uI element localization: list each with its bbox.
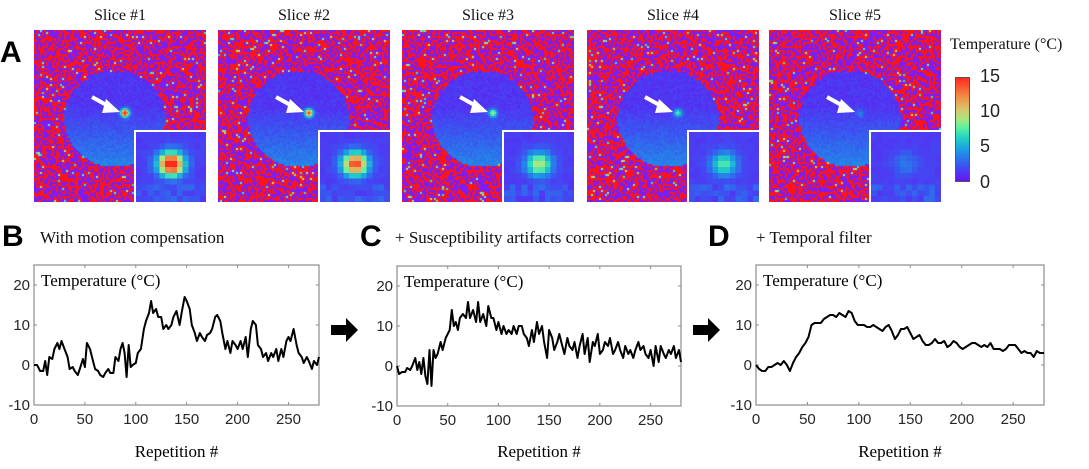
- x-tick-label: 0: [393, 412, 401, 429]
- white-pointer-arrow-icon: [91, 95, 120, 113]
- y-tick-label: 0: [385, 358, 393, 375]
- temperature-map-slice: [218, 30, 390, 202]
- panel-c-subtitle: + Susceptibility artifacts correction: [395, 228, 635, 247]
- colorbar-tick-0: 0: [980, 172, 991, 192]
- x-axis-label-d: Repetition #: [858, 442, 942, 461]
- white-pointer-arrow-icon: [644, 95, 673, 113]
- x-axis-label-b: Repetition #: [135, 442, 219, 461]
- panel-letter-b: B: [2, 220, 24, 253]
- x-tick-label: 0: [752, 411, 760, 428]
- hotspot-zoom-inset: [134, 130, 206, 202]
- colorbar-tick-10: 10: [980, 101, 1001, 121]
- x-tick-label: 150: [537, 412, 562, 429]
- temperature-series-line-c: [396, 301, 682, 387]
- hotspot-zoom-inset: [502, 130, 574, 202]
- panel-b-subtitle: With motion compensation: [40, 228, 225, 247]
- temperature-map-slice: [769, 30, 941, 202]
- y-tick-label: 10: [13, 317, 30, 334]
- x-tick-label: 200: [949, 411, 974, 428]
- y-tick-label: 20: [13, 277, 30, 294]
- y-tick-label: -10: [730, 397, 752, 414]
- x-tick-label: 250: [638, 412, 663, 429]
- x-tick-label: 0: [30, 411, 38, 428]
- y-tick-label: -10: [8, 397, 30, 414]
- panel-letter-c: C: [360, 220, 382, 253]
- slice-title: Slice #5: [829, 7, 881, 24]
- x-tick-label: 100: [486, 412, 511, 429]
- y-tick-label: 20: [735, 277, 752, 294]
- panel-letter-a: A: [0, 36, 22, 69]
- colorbar-tick-15: 15: [980, 66, 1001, 86]
- white-pointer-arrow-icon: [275, 95, 304, 113]
- hotspot-zoom-inset: [869, 130, 941, 202]
- hotspot-zoom-inset: [687, 130, 759, 202]
- colorbar: [955, 77, 970, 182]
- slice-title: Slice #1: [94, 7, 146, 24]
- white-pointer-arrow-icon: [826, 95, 855, 113]
- temperature-map-slice: [402, 30, 574, 202]
- slice-title: Slice #4: [647, 7, 699, 24]
- x-axis-label-c: Repetition #: [497, 442, 581, 461]
- temperature-map-slice: [587, 30, 759, 202]
- x-tick-label: 150: [898, 411, 923, 428]
- x-tick-label: 50: [799, 411, 816, 428]
- panel-d-subtitle: + Temporal filter: [756, 228, 872, 247]
- x-tick-label: 50: [439, 412, 456, 429]
- y-tick-label: -10: [371, 398, 393, 415]
- y-tick-label: 10: [735, 317, 752, 334]
- y-tick-label: 20: [376, 278, 393, 295]
- y-tick-label: 0: [22, 357, 30, 374]
- plot-frame-c: [396, 265, 682, 407]
- temperature-series-line-d: [755, 310, 1044, 372]
- x-tick-label: 200: [225, 411, 250, 428]
- panel-letter-d: D: [708, 220, 730, 253]
- temperature-series-line-b: [34, 296, 320, 378]
- x-tick-label: 100: [123, 411, 148, 428]
- y-tick-label: 0: [744, 357, 752, 374]
- temperature-map-slice: [34, 30, 206, 202]
- arrow-right-icon: [331, 318, 358, 342]
- slice-title: Slice #2: [278, 7, 330, 24]
- plot-frame-d: [755, 264, 1045, 406]
- y-tick-label: 10: [376, 318, 393, 335]
- y-axis-label-c: Temperature (°C): [404, 272, 523, 291]
- hotspot-zoom-inset: [318, 130, 390, 202]
- white-pointer-arrow-icon: [459, 95, 488, 113]
- x-tick-label: 50: [77, 411, 94, 428]
- x-tick-label: 250: [1001, 411, 1026, 428]
- colorbar-title: Temperature (°C): [950, 36, 1063, 53]
- slice-title: Slice #3: [462, 7, 514, 24]
- plot-frame-b: [33, 264, 320, 406]
- y-axis-label-d: Temperature (°C): [763, 271, 882, 290]
- x-tick-label: 150: [174, 411, 199, 428]
- x-tick-label: 100: [846, 411, 871, 428]
- x-tick-label: 250: [276, 411, 301, 428]
- x-tick-label: 200: [587, 412, 612, 429]
- colorbar-tick-5: 5: [980, 136, 991, 156]
- arrow-right-icon: [693, 318, 720, 342]
- y-axis-label-b: Temperature (°C): [41, 271, 160, 290]
